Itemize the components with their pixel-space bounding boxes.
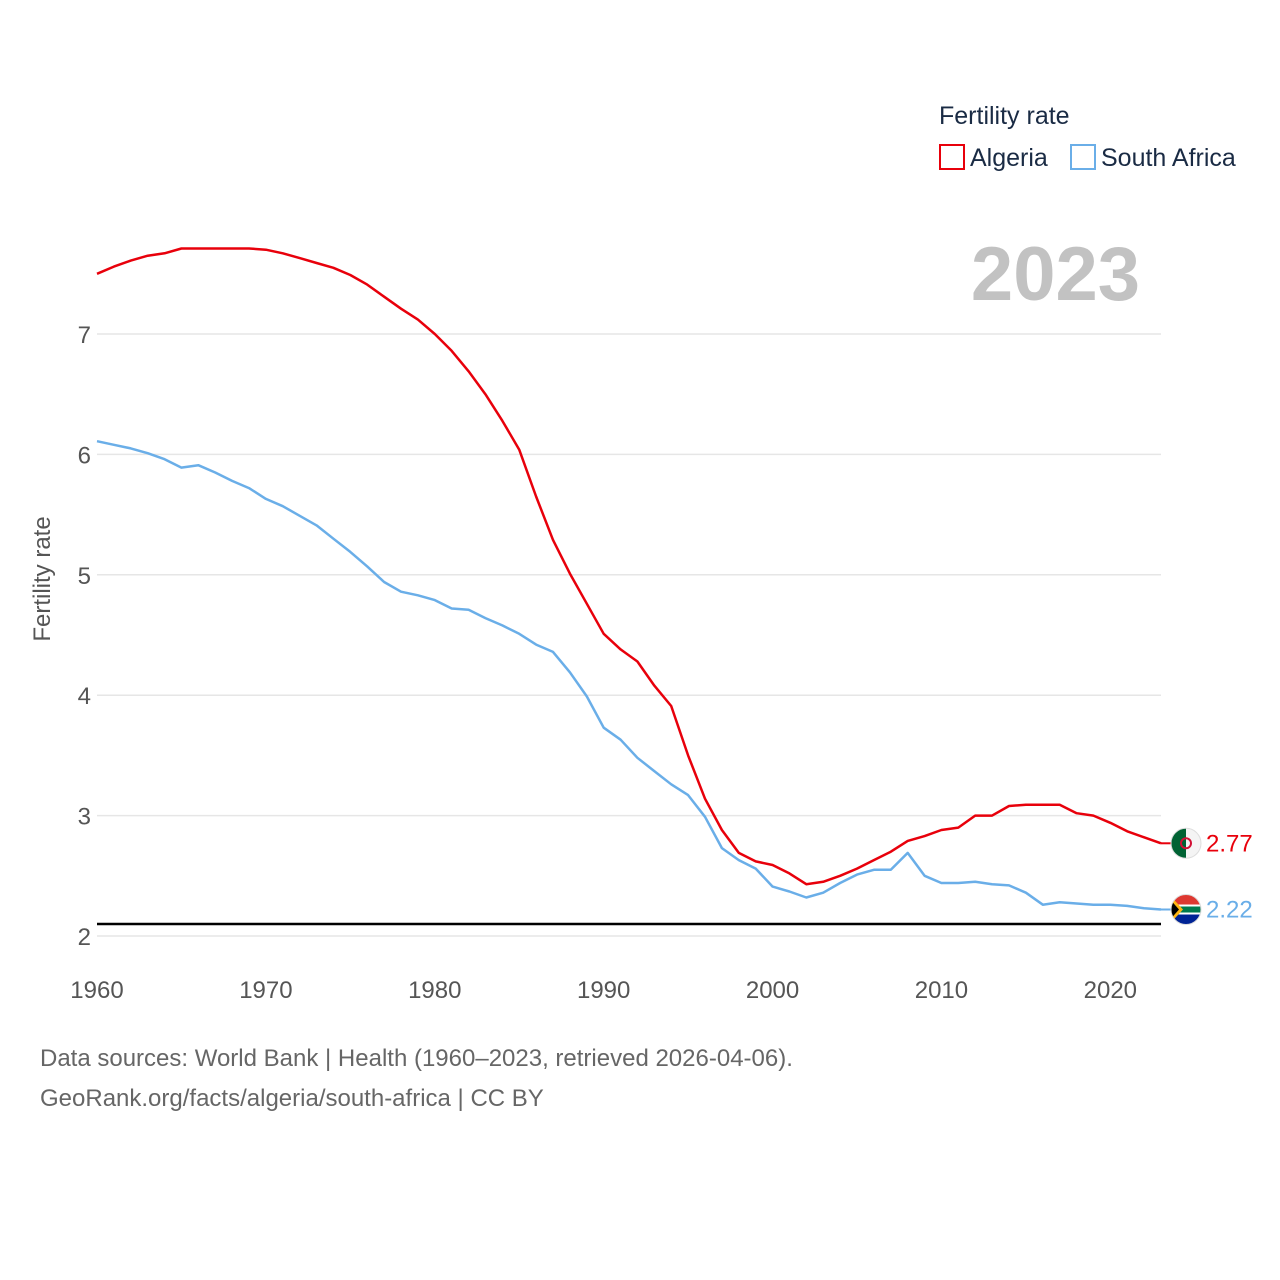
flag-algeria-icon (1170, 827, 1202, 859)
legend: Fertility rate Algeria South Africa (939, 102, 1236, 172)
y-tick-label: 4 (78, 683, 91, 710)
credit-note: GeoRank.org/facts/algeria/south-africa |… (40, 1085, 544, 1112)
end-markers: 2.77 2.22 (1161, 827, 1253, 926)
legend-label-algeria[interactable]: Algeria (970, 144, 1048, 172)
end-value-south-africa: 2.22 (1206, 897, 1253, 924)
end-value-algeria: 2.77 (1206, 830, 1253, 857)
x-tick-label: 2020 (1084, 977, 1137, 1004)
y-tick-label: 5 (78, 563, 91, 590)
flag-south-africa-icon (1170, 894, 1202, 926)
legend-title: Fertility rate (939, 102, 1070, 130)
gridlines (97, 333, 1161, 937)
legend-swatch-algeria[interactable] (939, 144, 965, 170)
y-tick-label: 2 (78, 924, 91, 951)
legend-label-south-africa[interactable]: South Africa (1101, 144, 1236, 172)
x-tick-label: 1990 (577, 977, 630, 1004)
y-axis-title: Fertility rate (29, 516, 56, 641)
x-tick-label: 2000 (746, 977, 799, 1004)
x-tick-label: 1970 (239, 977, 292, 1004)
x-tick-label: 1980 (408, 977, 461, 1004)
series-line-south-africa[interactable] (96, 439, 1162, 911)
x-tick-label: 2010 (915, 977, 968, 1004)
series-lines (96, 247, 1162, 911)
x-axis-ticks: 1960 1970 1980 1990 2000 2010 2020 (70, 977, 1137, 1004)
legend-swatch-south-africa[interactable] (1070, 144, 1096, 170)
series-line-algeria[interactable] (96, 247, 1162, 886)
year-watermark: 2023 (971, 232, 1140, 317)
y-axis-ticks: 2 3 4 5 6 7 (78, 322, 91, 951)
y-tick-label: 6 (78, 442, 91, 469)
y-tick-label: 7 (78, 322, 91, 349)
data-sources-note: Data sources: World Bank | Health (1960–… (40, 1045, 793, 1072)
y-tick-label: 3 (78, 804, 91, 831)
x-tick-label: 1960 (70, 977, 123, 1004)
